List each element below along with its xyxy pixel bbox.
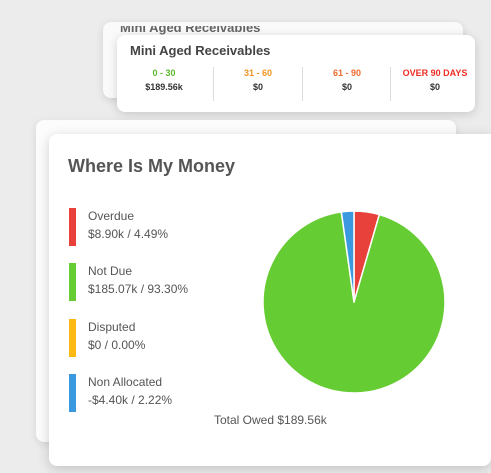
total-owed: Total Owed $189.56k — [214, 413, 327, 427]
bucket-label: 61 - 90 — [332, 68, 362, 78]
card-title: Where Is My Money — [68, 156, 236, 176]
aged-receivables-buckets: 0 - 30 $189.56k 31 - 60 $0 61 - 90 $0 OV… — [117, 67, 475, 101]
legend-swatch — [69, 374, 76, 412]
bucket-label: 0 - 30 — [152, 68, 176, 78]
where-is-my-money-card[interactable]: Where Is My Money Overdue $8.90k / 4.49%… — [49, 134, 491, 466]
aged-receivables-title: Mini Aged Receivables — [130, 43, 271, 58]
aged-receivables-card[interactable]: Mini Aged Receivables 0 - 30 $189.56k 31… — [117, 35, 475, 112]
aged-receivables-back-title: Mini Aged Receivables — [120, 26, 261, 35]
pie-slice-non-allocated[interactable] — [340, 210, 355, 303]
bucket-label: OVER 90 DAYS — [402, 68, 468, 78]
legend-swatch — [69, 319, 76, 357]
money-pie-chart[interactable] — [261, 209, 447, 395]
legend-label: Non Allocated — [88, 375, 163, 389]
legend-value: $185.07k / 93.30% — [88, 282, 189, 296]
bucket-divider — [302, 67, 303, 101]
bucket-label: 31 - 60 — [243, 68, 273, 78]
bucket-value: $0 — [429, 82, 440, 92]
legend-value: $8.90k / 4.49% — [88, 227, 169, 241]
legend-label: Overdue — [88, 209, 135, 223]
legend-value: $0 / 0.00% — [88, 338, 146, 352]
bucket-value: $0 — [252, 82, 263, 92]
bucket-61-90[interactable]: 61 - 90 $0 — [303, 67, 391, 101]
legend-item-non-allocated[interactable]: Non Allocated -$4.40k / 2.22% — [69, 374, 269, 414]
legend-swatch — [69, 263, 76, 301]
legend-item-not-due[interactable]: Not Due $185.07k / 93.30% — [69, 263, 269, 303]
legend-label: Disputed — [88, 320, 136, 334]
bucket-value: $0 — [341, 82, 352, 92]
bucket-31-60[interactable]: 31 - 60 $0 — [214, 67, 302, 101]
bucket-divider — [390, 67, 391, 101]
legend-swatch — [69, 208, 76, 246]
legend-item-overdue[interactable]: Overdue $8.90k / 4.49% — [69, 208, 269, 248]
bucket-0-30[interactable]: 0 - 30 $189.56k — [120, 67, 208, 101]
bucket-divider — [213, 67, 214, 101]
legend-item-disputed[interactable]: Disputed $0 / 0.00% — [69, 319, 269, 359]
legend-label: Not Due — [88, 264, 133, 278]
legend-value: -$4.40k / 2.22% — [88, 393, 173, 407]
bucket-value: $189.56k — [145, 82, 183, 92]
bucket-over-90[interactable]: OVER 90 DAYS $0 — [391, 67, 479, 101]
